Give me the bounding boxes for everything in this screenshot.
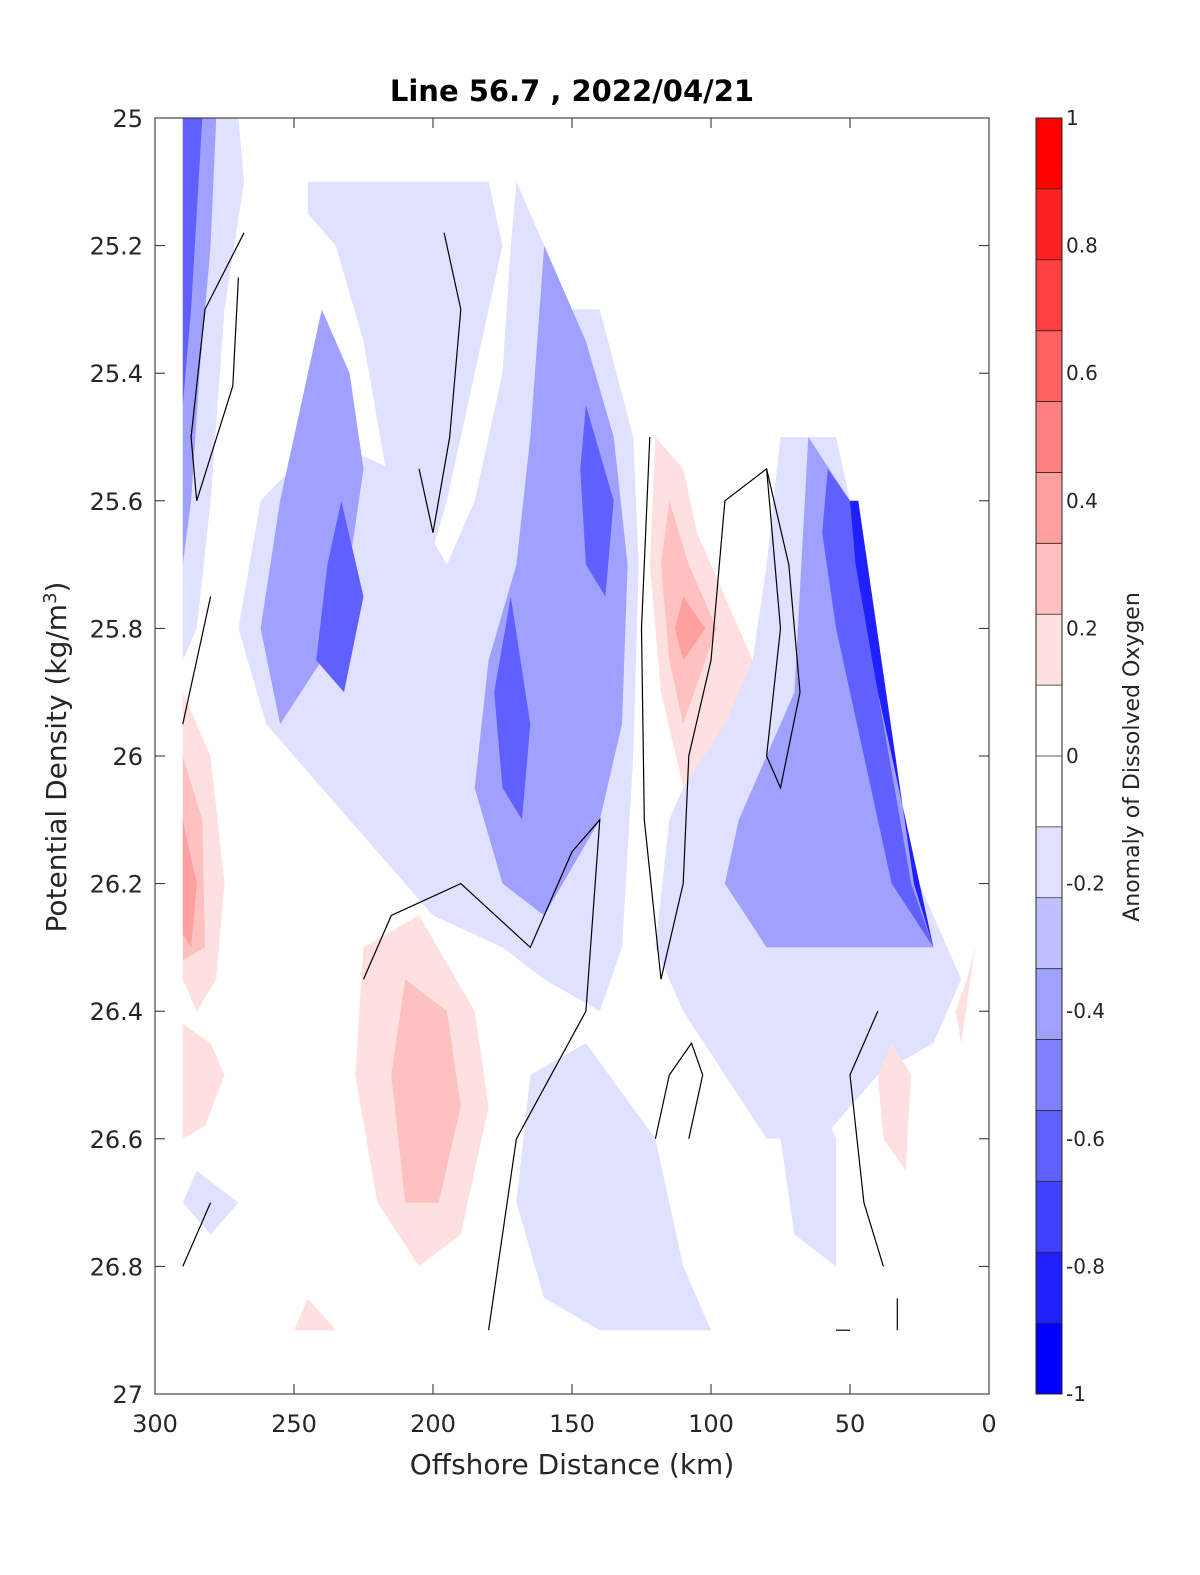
colorbar-tick-label: 0.2 [1066, 616, 1098, 640]
colorbar-tick-label: -0.2 [1066, 872, 1105, 896]
contour-region-14 [516, 1043, 711, 1331]
y-tick-label: 25.8 [90, 615, 143, 643]
y-tick-label: 26 [112, 743, 143, 771]
contour-region-3 [307, 181, 503, 597]
contour-region-16 [780, 1075, 837, 1267]
y-tick-label: 26.6 [90, 1126, 143, 1154]
contour-region-8 [580, 405, 614, 597]
x-tick-label: 100 [688, 1410, 734, 1438]
y-tick-label: 26.4 [90, 998, 143, 1026]
colorbar-tick-label: 0.8 [1066, 234, 1098, 258]
x-axis-label: Offshore Distance (km) [410, 1448, 735, 1481]
zero-contour-lines [182, 232, 898, 1331]
colorbar-tick-label: -0.6 [1066, 1127, 1105, 1151]
colorbar-swatch [1036, 685, 1062, 757]
y-tick-label: 26.8 [90, 1253, 143, 1281]
colorbar-tick-label: 0.4 [1066, 489, 1098, 513]
colorbar-swatch [1036, 330, 1062, 403]
y-tick-label: 25 [112, 105, 143, 133]
x-tick-label: 300 [132, 1410, 178, 1438]
contour-region-2 [182, 118, 203, 406]
colorbar-swatch [1036, 1252, 1062, 1324]
y-axis-label: Potential Density (kg/m3) [40, 582, 74, 933]
contour-region-19 [182, 819, 197, 948]
y-tick-label: 26.2 [90, 871, 143, 899]
colorbar: 1 0.8 0.6 0.4 0.2 0 -0.2 -0.4 -0.6 -0.8 -1 [1035, 106, 1105, 1406]
colorbar-label: Anomaly of Dissolved Oxygen [1120, 592, 1145, 922]
contour-line-6 [654, 1041, 704, 1139]
colorbar-swatch [1036, 1181, 1062, 1253]
colorbar-swatch [1036, 968, 1062, 1041]
contour-region-28 [955, 947, 976, 1044]
colorbar-tick-label: -1 [1066, 1382, 1086, 1406]
contour-line-4 [362, 818, 601, 1331]
contour-line-3 [182, 1202, 212, 1267]
contour-region-7 [316, 500, 364, 693]
contour-region-13 [850, 500, 934, 948]
colorbar-swatch [1036, 472, 1062, 544]
contour-region-26 [877, 1043, 912, 1171]
contour-region-20 [182, 1024, 225, 1139]
colorbar-swatch [1036, 826, 1062, 899]
colorbar-swatch [1036, 188, 1062, 261]
colorbar-tick-label: 0 [1066, 744, 1079, 768]
contour-line-7 [849, 1010, 884, 1267]
colorbar-tick-label: 0.6 [1066, 361, 1098, 385]
colorbar-swatch [1036, 118, 1062, 190]
colorbar-swatch [1036, 1323, 1062, 1395]
contour-region-9 [494, 596, 531, 820]
x-tick-label: 250 [271, 1410, 317, 1438]
contour-region-12 [822, 468, 934, 948]
contour-fill-regions [182, 118, 976, 1331]
colorbar-swatch [1036, 259, 1062, 332]
y-axis-label-superscript: 3 [40, 592, 61, 603]
colorbar-swatch [1036, 401, 1062, 473]
x-tick-label: 150 [549, 1410, 595, 1438]
chart-title: Line 56.7 , 2022/04/21 [390, 74, 754, 108]
colorbar-swatch [1036, 897, 1062, 970]
y-axis-ticks: 25 25.2 25.4 25.6 25.8 26 26.2 26.4 26.6 26.8 27 [90, 105, 989, 1409]
x-axis-ticks: 300 250 200 150 100 50 0 [132, 118, 997, 1438]
contour-line-1 [418, 232, 462, 533]
colorbar-swatch [1036, 1039, 1062, 1111]
colorbar-tick-label: 1 [1066, 106, 1079, 130]
y-tick-label: 27 [112, 1381, 143, 1409]
y-tick-label: 25.2 [90, 233, 143, 261]
x-tick-label: 50 [835, 1410, 866, 1438]
contour-region-23 [674, 596, 706, 661]
colorbar-swatch [1036, 614, 1062, 686]
colorbar-swatch [1036, 756, 1062, 828]
y-tick-label: 25.6 [90, 488, 143, 516]
colorbar-tick-label: -0.8 [1066, 1254, 1105, 1278]
contour-line-5 [640, 436, 801, 980]
colorbar-tick-label: -0.4 [1066, 999, 1105, 1023]
contour-line-2 [182, 596, 212, 725]
contour-region-25 [391, 979, 461, 1203]
contour-region-27 [294, 1298, 336, 1331]
x-tick-label: 200 [410, 1410, 456, 1438]
x-tick-label: 0 [981, 1410, 996, 1438]
contour-region-5 [260, 309, 364, 725]
colorbar-swatch [1036, 1110, 1062, 1182]
y-tick-label: 25.4 [90, 360, 143, 388]
contour-line-0 [190, 232, 245, 501]
colorbar-swatch [1036, 543, 1062, 615]
